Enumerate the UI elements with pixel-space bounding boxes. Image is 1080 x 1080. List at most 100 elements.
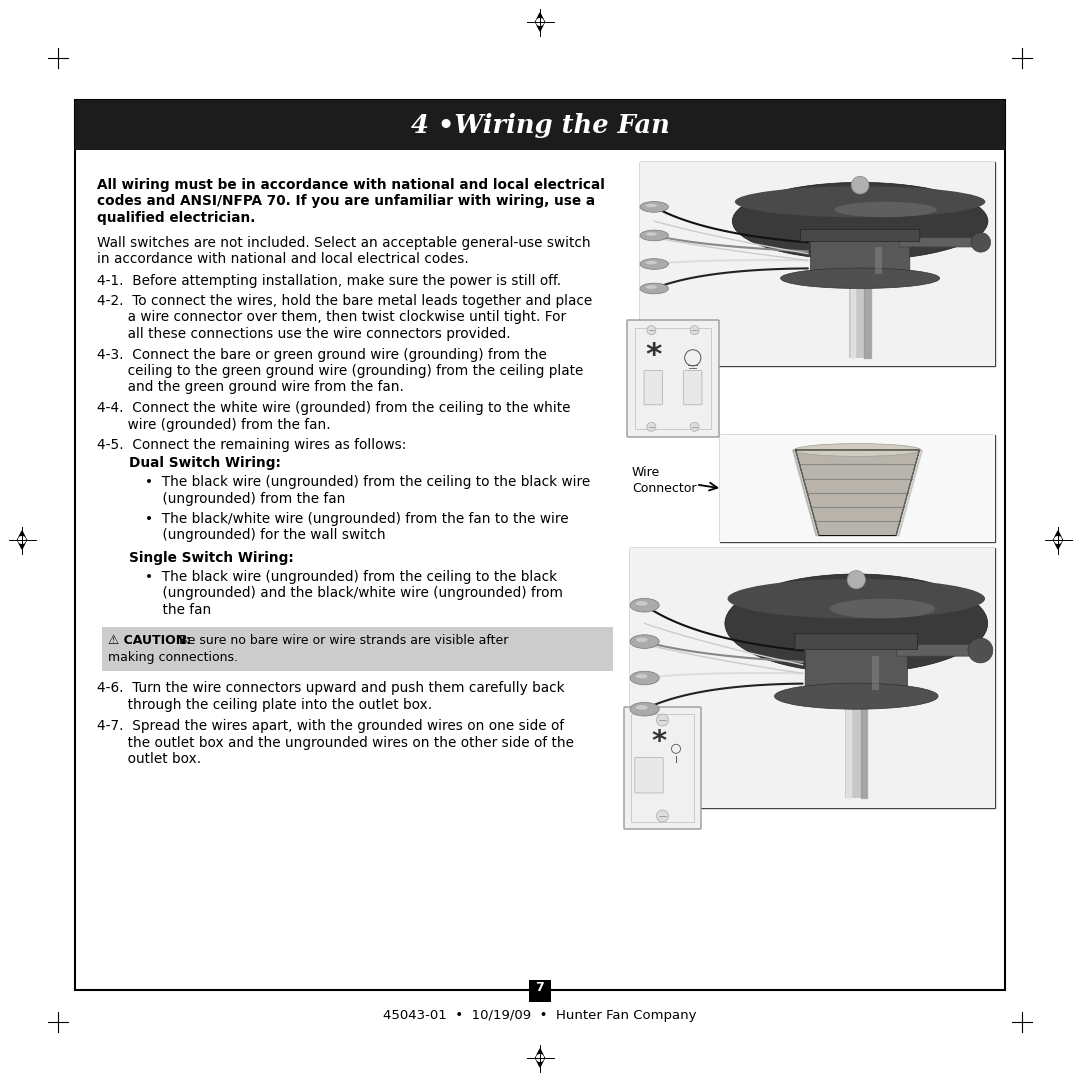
Ellipse shape xyxy=(646,204,657,207)
Bar xyxy=(872,657,879,690)
Polygon shape xyxy=(896,450,922,536)
Text: 4 •Wiring the Fan: 4 •Wiring the Fan xyxy=(410,112,670,137)
Ellipse shape xyxy=(640,202,669,213)
Text: and the green ground wire from the fan.: and the green ground wire from the fan. xyxy=(97,380,404,394)
Ellipse shape xyxy=(630,635,659,648)
Ellipse shape xyxy=(646,285,657,288)
Text: 4-5.  Connect the remaining wires as follows:: 4-5. Connect the remaining wires as foll… xyxy=(97,438,406,453)
Ellipse shape xyxy=(781,268,940,288)
Circle shape xyxy=(968,638,993,663)
Bar xyxy=(630,548,995,808)
Polygon shape xyxy=(793,450,819,536)
Text: all these connections use the wire connectors provided.: all these connections use the wire conne… xyxy=(97,327,511,341)
Circle shape xyxy=(537,18,543,26)
Text: making connections.: making connections. xyxy=(108,650,238,663)
Text: (ungrounded) from the fan: (ungrounded) from the fan xyxy=(145,491,346,505)
Bar xyxy=(850,260,870,357)
Ellipse shape xyxy=(640,283,669,294)
Text: Wall switches are not included. Select an acceptable general-use switch: Wall switches are not included. Select a… xyxy=(97,235,591,249)
Bar xyxy=(640,162,995,366)
Circle shape xyxy=(657,714,669,726)
Text: 45043-01  •  10/19/09  •  Hunter Fan Company: 45043-01 • 10/19/09 • Hunter Fan Company xyxy=(383,1010,697,1023)
FancyBboxPatch shape xyxy=(644,370,662,405)
Bar xyxy=(720,435,995,542)
Bar xyxy=(75,100,1005,990)
Text: through the ceiling plate into the outlet box.: through the ceiling plate into the outle… xyxy=(97,698,432,712)
Text: ⚠ CAUTION:: ⚠ CAUTION: xyxy=(108,634,191,647)
FancyBboxPatch shape xyxy=(627,320,719,437)
Ellipse shape xyxy=(636,674,648,678)
FancyBboxPatch shape xyxy=(624,707,701,829)
Text: 4-3.  Connect the bare or green ground wire (grounding) from the: 4-3. Connect the bare or green ground wi… xyxy=(97,348,546,362)
Text: outlet box.: outlet box. xyxy=(97,752,201,766)
Circle shape xyxy=(657,810,669,822)
Text: (ungrounded) for the wall switch: (ungrounded) for the wall switch xyxy=(145,528,386,542)
Polygon shape xyxy=(796,450,919,536)
Ellipse shape xyxy=(725,573,988,673)
Text: All wiring must be in accordance with national and local electrical: All wiring must be in accordance with na… xyxy=(97,178,605,192)
Text: Be sure no bare wire or wire strands are visible after: Be sure no bare wire or wire strands are… xyxy=(171,634,509,647)
Ellipse shape xyxy=(646,232,657,235)
Text: (ungrounded) and the black/white wire (ungrounded) from: (ungrounded) and the black/white wire (u… xyxy=(145,586,563,600)
Ellipse shape xyxy=(728,579,985,619)
FancyBboxPatch shape xyxy=(896,645,988,657)
Circle shape xyxy=(971,232,990,252)
Text: 4-7.  Spread the wires apart, with the grounded wires on one side of: 4-7. Spread the wires apart, with the gr… xyxy=(97,719,564,733)
Ellipse shape xyxy=(732,183,988,260)
Bar xyxy=(631,714,694,822)
Ellipse shape xyxy=(630,702,659,716)
Circle shape xyxy=(537,1054,543,1062)
Text: wire (grounded) from the fan.: wire (grounded) from the fan. xyxy=(97,418,330,432)
Circle shape xyxy=(690,422,699,431)
Text: the fan: the fan xyxy=(145,603,212,617)
Text: •  The black wire (ungrounded) from the ceiling to the black: • The black wire (ungrounded) from the c… xyxy=(145,569,557,583)
FancyBboxPatch shape xyxy=(635,757,663,793)
Text: in accordance with national and local electrical codes.: in accordance with national and local el… xyxy=(97,252,469,266)
Ellipse shape xyxy=(734,186,985,217)
Circle shape xyxy=(690,326,699,335)
Ellipse shape xyxy=(636,705,648,710)
Text: qualified electrician.: qualified electrician. xyxy=(97,211,255,225)
Text: Wire
Connector: Wire Connector xyxy=(632,467,697,495)
Text: •  The black wire (ungrounded) from the ceiling to the black wire: • The black wire (ungrounded) from the c… xyxy=(145,475,591,489)
Ellipse shape xyxy=(640,258,669,269)
Text: ceiling to the green ground wire (grounding) from the ceiling plate: ceiling to the green ground wire (ground… xyxy=(97,364,583,378)
Ellipse shape xyxy=(636,637,648,642)
FancyBboxPatch shape xyxy=(795,634,918,649)
Circle shape xyxy=(851,176,869,194)
Text: Single Switch Wiring:: Single Switch Wiring: xyxy=(129,551,294,565)
Text: Dual Switch Wiring:: Dual Switch Wiring: xyxy=(129,457,281,471)
Bar xyxy=(640,162,995,366)
Bar xyxy=(75,100,1005,150)
Polygon shape xyxy=(17,531,27,549)
FancyBboxPatch shape xyxy=(800,229,920,242)
Circle shape xyxy=(18,537,26,543)
Polygon shape xyxy=(536,13,544,31)
Bar xyxy=(846,673,867,798)
Text: 4-1.  Before attempting installation, make sure the power is still off.: 4-1. Before attempting installation, mak… xyxy=(97,274,562,288)
FancyBboxPatch shape xyxy=(810,233,909,279)
Ellipse shape xyxy=(636,602,648,606)
Bar xyxy=(875,247,882,274)
Text: codes and ANSI/NFPA 70. If you are unfamiliar with wiring, use a: codes and ANSI/NFPA 70. If you are unfam… xyxy=(97,194,595,208)
Bar xyxy=(529,981,551,1002)
Ellipse shape xyxy=(646,260,657,265)
Text: *: * xyxy=(645,341,661,370)
Circle shape xyxy=(647,422,656,431)
Ellipse shape xyxy=(640,230,669,241)
Text: 4-6.  Turn the wire connectors upward and push them carefully back: 4-6. Turn the wire connectors upward and… xyxy=(97,681,565,696)
Bar xyxy=(102,627,613,671)
Text: •  The black/white wire (ungrounded) from the fan to the wire: • The black/white wire (ungrounded) from… xyxy=(145,512,569,526)
Ellipse shape xyxy=(835,202,936,217)
Circle shape xyxy=(647,326,656,335)
Ellipse shape xyxy=(774,684,939,710)
Polygon shape xyxy=(1053,531,1063,549)
Ellipse shape xyxy=(630,671,659,685)
Circle shape xyxy=(1054,537,1062,543)
Ellipse shape xyxy=(831,598,935,619)
Text: 7: 7 xyxy=(536,982,544,995)
Bar xyxy=(720,435,995,542)
FancyBboxPatch shape xyxy=(684,370,702,405)
Bar xyxy=(630,548,995,808)
Text: 4-2.  To connect the wires, hold the bare metal leads together and place: 4-2. To connect the wires, hold the bare… xyxy=(97,294,592,308)
